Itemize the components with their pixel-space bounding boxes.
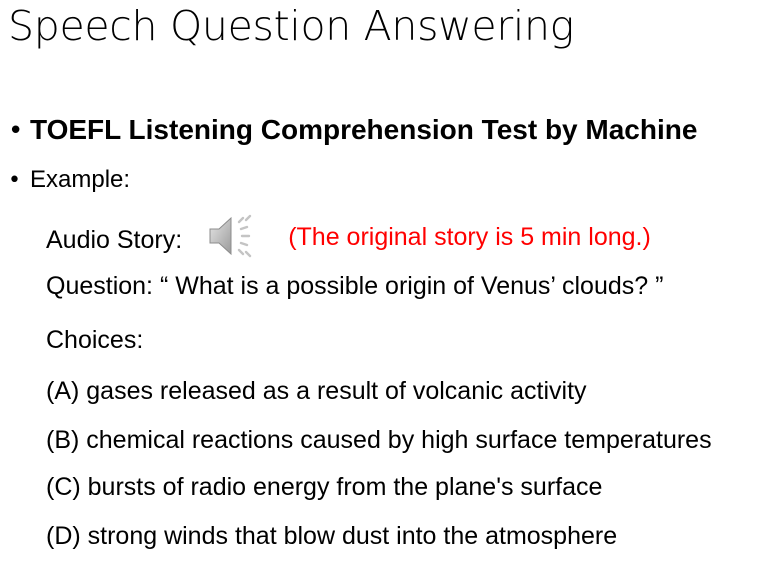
- slide-title: Speech Question Answering: [8, 2, 574, 50]
- bullet-dot-icon: •: [8, 116, 24, 146]
- bullet-main-text: TOEFL Listening Comprehension Test by Ma…: [30, 114, 698, 145]
- bullet-example: • Example:: [8, 166, 130, 194]
- bullet-example-text: Example:: [30, 166, 131, 193]
- question-text: Question: “ What is a possible origin of…: [46, 272, 664, 300]
- audio-story-label: Audio Story:: [46, 225, 183, 254]
- bullet-main: • TOEFL Listening Comprehension Test by …: [8, 114, 697, 146]
- choice-a: (A) gases released as a result of volcan…: [46, 377, 587, 405]
- bullet-dot-icon: •: [8, 168, 21, 193]
- choice-d: (D) strong winds that blow dust into the…: [46, 522, 618, 550]
- choices-label: Choices:: [46, 326, 144, 354]
- choice-b: (B) chemical reactions caused by high su…: [46, 426, 712, 454]
- choice-c: (C) bursts of radio energy from the plan…: [46, 473, 603, 501]
- audio-story-row: Audio Story:: [46, 214, 651, 262]
- speaker-icon[interactable]: [206, 211, 268, 261]
- audio-length-note: (The original story is 5 min long.): [288, 222, 651, 251]
